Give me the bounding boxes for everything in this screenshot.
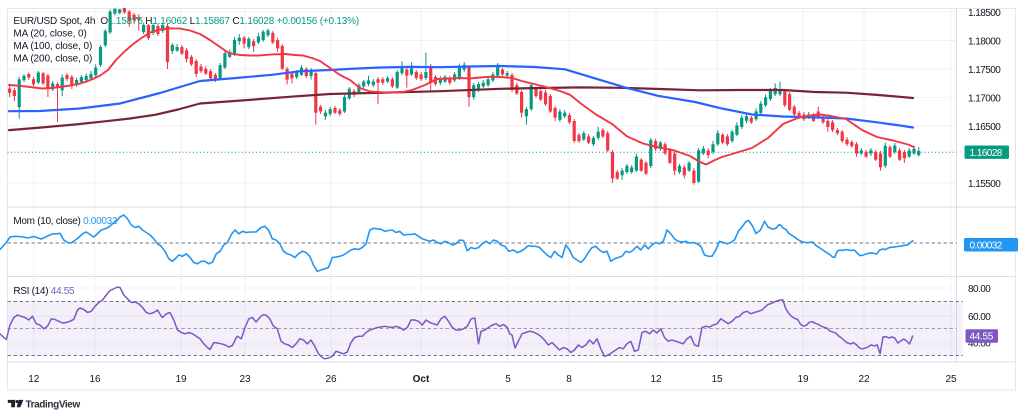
svg-text:8: 8 xyxy=(566,374,572,385)
svg-text:12: 12 xyxy=(28,374,40,385)
svg-text:1.16500: 1.16500 xyxy=(968,122,1001,133)
svg-text:EUR/USD Spot, 4h O1.15876 H1.: EUR/USD Spot, 4h O1.15876 H1.16062 L1.15… xyxy=(13,16,359,27)
svg-text:1.16028: 1.16028 xyxy=(970,148,1003,159)
svg-text:12: 12 xyxy=(650,374,662,385)
svg-text:44.55: 44.55 xyxy=(970,332,994,343)
svg-text:MA (200, close, 0): MA (200, close, 0) xyxy=(13,53,92,64)
svg-text:22: 22 xyxy=(858,374,870,385)
svg-text:1.17500: 1.17500 xyxy=(968,65,1001,76)
svg-text:RSI (14) 44.55: RSI (14) 44.55 xyxy=(13,286,75,297)
svg-text:MA (20, close, 0): MA (20, close, 0) xyxy=(13,29,86,40)
svg-text:TradingView: TradingView xyxy=(26,399,81,410)
svg-text:23: 23 xyxy=(239,374,251,385)
svg-text:15: 15 xyxy=(711,374,723,385)
svg-text:Oct: Oct xyxy=(413,374,430,385)
svg-text:0.00032: 0.00032 xyxy=(970,240,1003,251)
svg-text:80.00: 80.00 xyxy=(968,284,991,295)
svg-text:16: 16 xyxy=(89,374,101,385)
svg-text:MA (100, close, 0): MA (100, close, 0) xyxy=(13,41,92,52)
svg-text:19: 19 xyxy=(797,374,809,385)
svg-text:25: 25 xyxy=(945,374,957,385)
svg-text:1.15500: 1.15500 xyxy=(968,179,1001,190)
svg-text:19: 19 xyxy=(175,374,187,385)
svg-text:1.17000: 1.17000 xyxy=(968,93,1001,104)
svg-text:1.18000: 1.18000 xyxy=(968,36,1001,47)
svg-text:1.18500: 1.18500 xyxy=(968,8,1001,19)
svg-text:5: 5 xyxy=(505,374,511,385)
svg-text:26: 26 xyxy=(325,374,337,385)
svg-text:Mom (10, close) 0.00032: Mom (10, close) 0.00032 xyxy=(13,216,117,227)
svg-text:40.00: 40.00 xyxy=(968,338,991,349)
svg-text:60.00: 60.00 xyxy=(968,312,991,323)
